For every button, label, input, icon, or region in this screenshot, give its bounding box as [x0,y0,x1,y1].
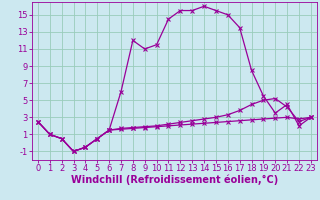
X-axis label: Windchill (Refroidissement éolien,°C): Windchill (Refroidissement éolien,°C) [71,175,278,185]
